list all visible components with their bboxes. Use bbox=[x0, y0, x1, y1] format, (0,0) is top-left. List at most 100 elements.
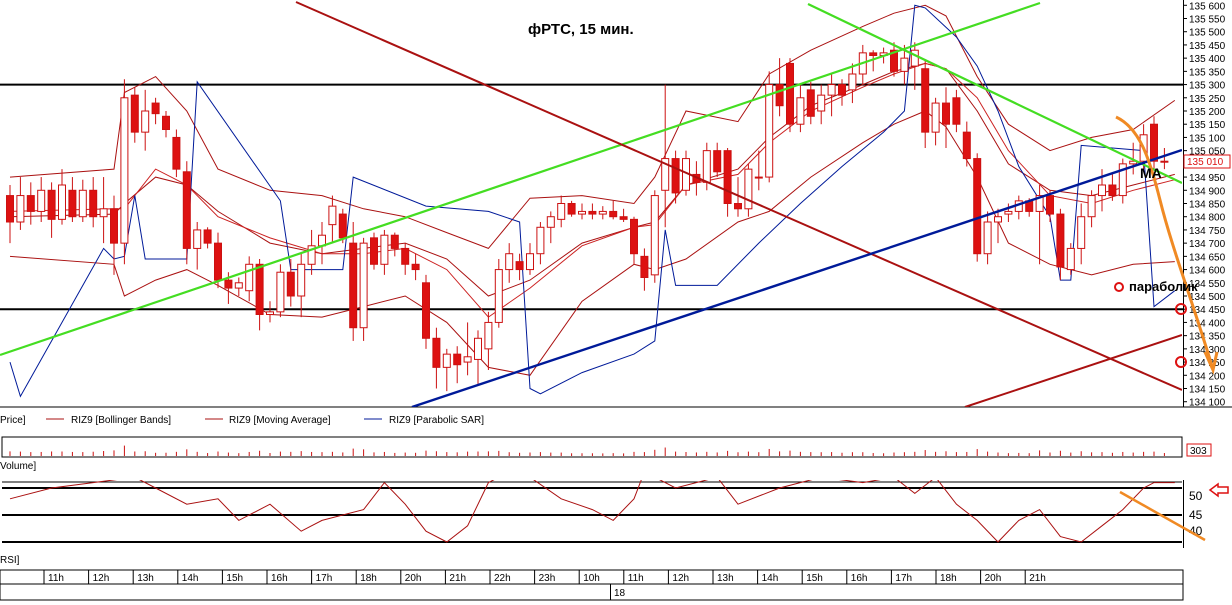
candle bbox=[827, 74, 836, 117]
candle bbox=[370, 232, 378, 270]
candle-body-down bbox=[401, 247, 410, 265]
candle bbox=[765, 71, 774, 183]
candle-body-up bbox=[931, 102, 940, 133]
candle bbox=[266, 301, 274, 323]
time-label: 16h bbox=[851, 573, 868, 584]
price-tick-label: 135 250 bbox=[1189, 94, 1226, 105]
candle bbox=[671, 150, 680, 204]
legend: Price] RIZ9 [Bollinger Bands] RIZ9 [Movi… bbox=[0, 415, 484, 426]
candle bbox=[463, 322, 472, 376]
candle-body-up bbox=[1077, 216, 1086, 249]
candle bbox=[994, 208, 1002, 244]
price-tick-label: 134 350 bbox=[1189, 332, 1226, 343]
candle bbox=[910, 42, 919, 90]
green-trendline-falling bbox=[807, 3, 1182, 184]
candle-body-down bbox=[6, 195, 14, 223]
candle-body-up bbox=[796, 97, 805, 125]
candle bbox=[983, 211, 992, 265]
candle bbox=[567, 200, 576, 217]
candle bbox=[848, 63, 857, 104]
candle-body-up bbox=[245, 263, 254, 292]
candle-body-down bbox=[89, 189, 98, 218]
rsi-tick-50: 50 bbox=[1189, 489, 1203, 503]
candle bbox=[505, 243, 514, 283]
candle bbox=[401, 243, 410, 275]
candle bbox=[942, 87, 950, 148]
candle bbox=[297, 253, 306, 318]
candle-body-up bbox=[827, 84, 836, 96]
candle-body-up bbox=[276, 271, 285, 313]
time-label: 15h bbox=[806, 573, 823, 584]
candle-body-down bbox=[567, 203, 576, 215]
price-tick-label: 135 450 bbox=[1189, 41, 1226, 52]
last-price-label: 135 010 bbox=[1187, 157, 1224, 168]
candle-body-down bbox=[671, 158, 680, 194]
rsi-tick-45: 45 bbox=[1189, 508, 1203, 522]
price-tick-label: 135 550 bbox=[1189, 15, 1226, 26]
rsi-line bbox=[9, 480, 1175, 543]
candle bbox=[193, 222, 202, 270]
time-label: 22h bbox=[494, 573, 511, 584]
level-marker-circle bbox=[1175, 356, 1187, 368]
candle bbox=[931, 97, 940, 146]
candle-body-down bbox=[203, 229, 212, 244]
candle-body-down bbox=[713, 150, 722, 173]
red-trendline-rising bbox=[964, 334, 1182, 407]
candle bbox=[640, 248, 649, 291]
price-tick-label: 134 500 bbox=[1189, 292, 1226, 303]
candle bbox=[661, 84, 670, 228]
legend-bollinger: RIZ9 [Bollinger Bands] bbox=[71, 415, 171, 426]
candle-body-down bbox=[422, 282, 430, 339]
time-label: 11h bbox=[48, 573, 64, 584]
candle bbox=[78, 179, 87, 222]
candle-body-down bbox=[182, 171, 191, 249]
time-label: 17h bbox=[895, 573, 912, 584]
candle bbox=[838, 79, 846, 106]
time-label: 21h bbox=[1029, 573, 1046, 584]
candle bbox=[588, 203, 597, 220]
candle-body-up bbox=[526, 253, 534, 271]
price-tick-label: 135 600 bbox=[1189, 1, 1226, 12]
candle bbox=[484, 311, 493, 370]
price-tick-label: 135 200 bbox=[1189, 107, 1226, 118]
candle-body-up bbox=[994, 216, 1002, 223]
rsi-arrow-icon bbox=[1208, 482, 1229, 498]
price-tick-label: 134 150 bbox=[1189, 385, 1226, 396]
candle bbox=[619, 208, 628, 222]
candle-body-up bbox=[650, 195, 659, 276]
candle bbox=[754, 150, 763, 191]
time-label: 17h bbox=[316, 573, 333, 584]
candle bbox=[1046, 190, 1054, 222]
time-label: 16h bbox=[271, 573, 288, 584]
bollinger-upper-line bbox=[9, 4, 1176, 249]
candle-body-down bbox=[286, 271, 295, 297]
candle-body-up bbox=[328, 205, 337, 226]
rsi-label: RSI] bbox=[0, 555, 20, 566]
candle-body-down bbox=[432, 337, 441, 368]
legend-parabolic-sar: RIZ9 [Parabolic SAR] bbox=[389, 415, 484, 426]
candle-body-down bbox=[921, 68, 930, 133]
candle bbox=[869, 50, 878, 72]
candle-body-down bbox=[838, 84, 846, 96]
candle bbox=[6, 185, 14, 244]
candle-body-down bbox=[609, 210, 618, 218]
price-tick-label: 135 300 bbox=[1189, 81, 1226, 92]
candle-body-down bbox=[349, 242, 358, 329]
candle-body-up bbox=[442, 353, 451, 368]
time-label: 10h bbox=[583, 573, 600, 584]
candle-body-down bbox=[1056, 213, 1065, 268]
candle-body-down bbox=[1108, 184, 1117, 197]
candle-body-up bbox=[1087, 195, 1096, 218]
candle bbox=[474, 330, 482, 386]
candle-body-down bbox=[942, 102, 950, 125]
volume-panel: 303 Volume] bbox=[0, 436, 1212, 472]
candle bbox=[713, 142, 722, 178]
candle-body-up bbox=[359, 242, 368, 329]
chart-title: фРТС, 15 мин. bbox=[528, 21, 634, 38]
candle-body-down bbox=[370, 237, 378, 265]
candle bbox=[120, 79, 129, 265]
candle-body-down bbox=[630, 218, 638, 255]
candle bbox=[1108, 174, 1117, 201]
candle-body-up bbox=[546, 216, 555, 228]
candle-body-down bbox=[172, 136, 181, 170]
